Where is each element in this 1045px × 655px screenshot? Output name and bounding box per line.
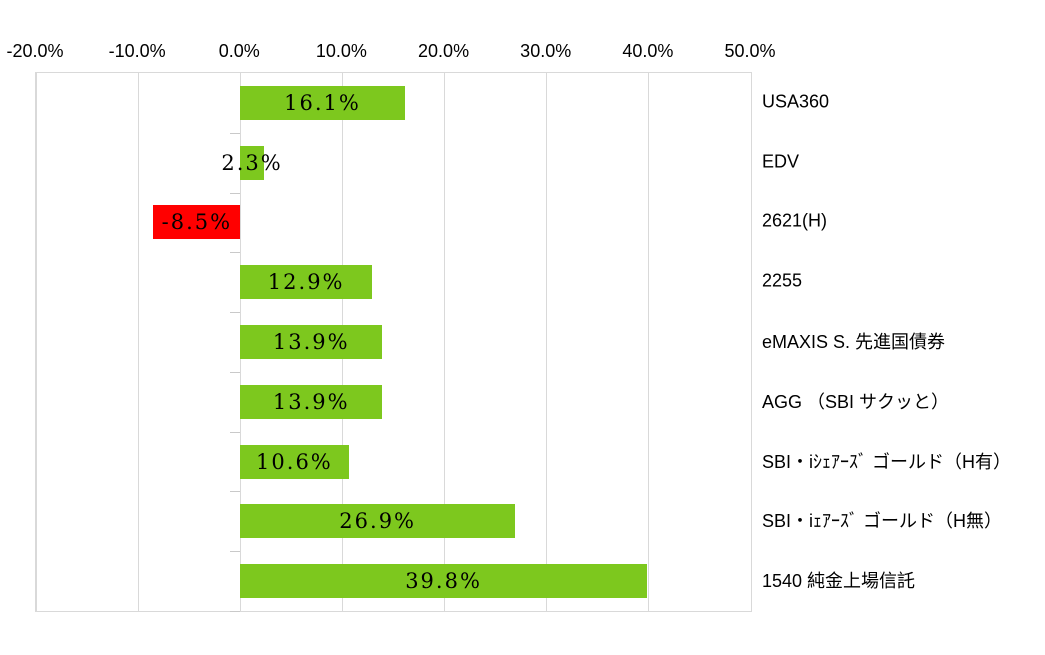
category-axis-tick (230, 193, 241, 194)
category-label: 2255 (762, 270, 803, 291)
bar (240, 85, 405, 120)
category-label: EDV (762, 151, 800, 172)
bar (240, 145, 264, 180)
bar (240, 444, 349, 479)
x-tick-label: 30.0% (520, 41, 572, 61)
x-tick-label: 0.0% (218, 41, 260, 61)
x-tick-label: 10.0% (315, 41, 367, 61)
bar (240, 564, 647, 599)
gridline (137, 73, 139, 611)
bar-value-label: 13.9% (272, 389, 350, 414)
x-tick-label: -10.0% (108, 41, 166, 61)
x-tick-label: -20.0% (6, 41, 64, 61)
category-axis-tick (230, 432, 241, 433)
category-axis-tick (230, 372, 241, 373)
category-label: 2621(H) (762, 210, 828, 231)
bar-value-label: 12.9% (267, 270, 345, 295)
bar-value-label: -8.5% (161, 210, 233, 235)
x-tick-label: 40.0% (622, 41, 674, 61)
bar (240, 325, 383, 359)
x-tick-label: 20.0% (418, 41, 470, 61)
category-axis-tick (230, 491, 241, 492)
bar-value-label: 39.8% (405, 569, 482, 594)
gridline (35, 73, 37, 611)
bar-value-label: 26.9% (339, 509, 417, 534)
bar (153, 205, 241, 240)
category-axis-tick (230, 312, 241, 313)
gridline (648, 73, 650, 611)
category-label: AGG （SBI サクッと） (762, 391, 950, 412)
bar-value-label: 2.3% (221, 150, 283, 175)
category-label: eMAXIS S. 先進国債券 (762, 332, 946, 352)
bar-value-label: 10.6% (256, 449, 333, 474)
category-label: SBI・iｪｱｰｽﾞ ゴールド（H無） (762, 511, 1003, 532)
bar-value-label: 16.1% (284, 90, 361, 115)
category-axis-tick (230, 551, 241, 552)
bar (240, 384, 383, 419)
bar (240, 504, 516, 539)
category-axis-tick (230, 133, 241, 134)
category-label: SBI・iｼｪｱｰｽﾞ ゴールド（H有） (762, 451, 1012, 472)
x-tick-label: 50.0% (724, 41, 776, 61)
gridline (750, 73, 752, 611)
plot-area: 16.1% 2.3% -8.5% 12.9% 13.9% 13.9% 10.6% 26.9% 3… (35, 72, 752, 612)
bar (240, 265, 373, 300)
gridline (546, 73, 548, 611)
gridline (444, 73, 446, 611)
category-label: USA360 (762, 91, 830, 112)
category-axis-tick (230, 252, 241, 253)
bar-value-label: 13.9% (272, 330, 350, 354)
category-axis-tick (230, 611, 241, 612)
category-label: 1540 純金上場信託 (762, 571, 916, 592)
